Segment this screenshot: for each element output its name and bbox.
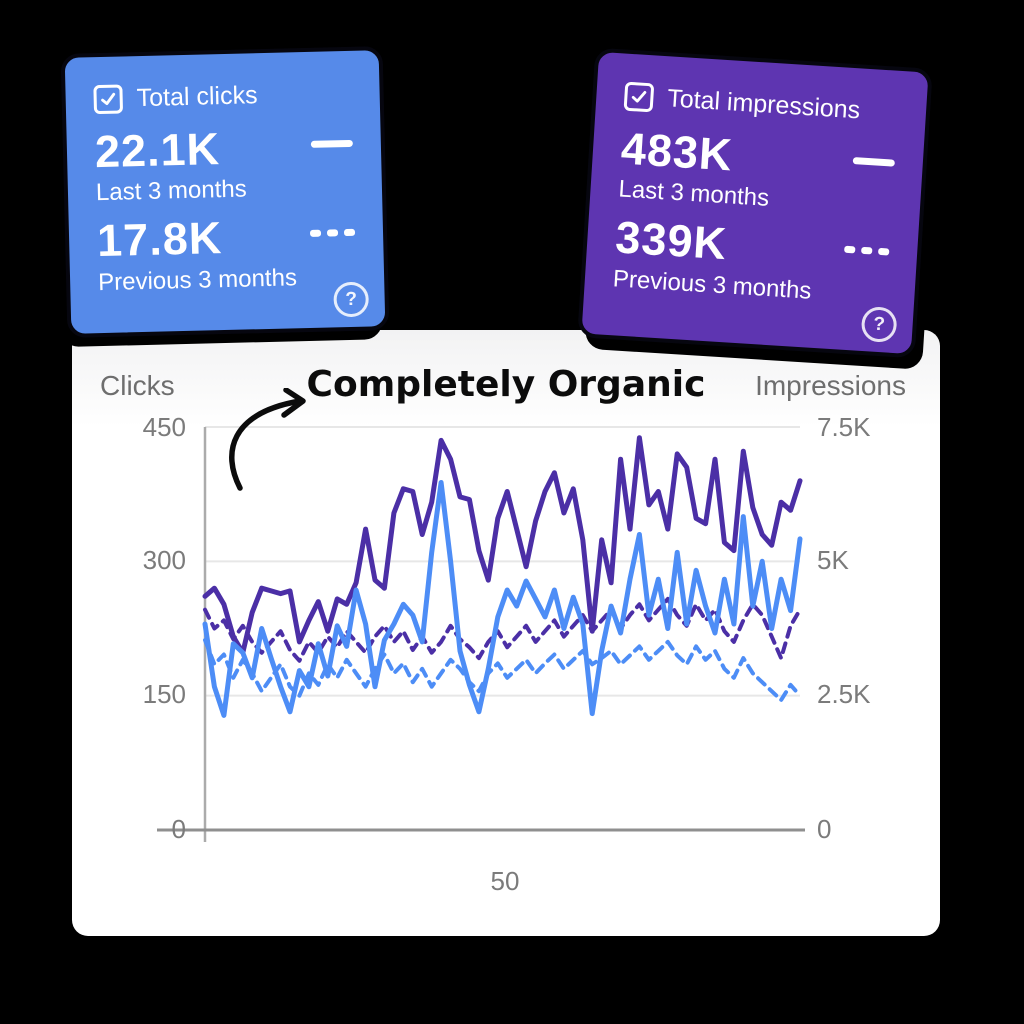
left-tick-450: 450 <box>142 412 186 442</box>
checkbox-icon[interactable] <box>623 81 655 113</box>
clicks-secondary-caption: Previous 3 months <box>97 263 298 296</box>
left-tick-0: 0 <box>171 814 186 844</box>
clicks-primary-value: 22.1K <box>94 123 221 178</box>
chart-panel: Clicks Impressions Completely Organic 45… <box>72 330 940 936</box>
clicks-secondary-value: 17.8K <box>96 212 223 267</box>
right-tick-0: 0 <box>817 814 832 844</box>
help-icon[interactable]: ? <box>860 305 898 344</box>
right-axis-label: Impressions <box>755 370 906 401</box>
right-tick-2500: 2.5K <box>817 679 871 709</box>
dashed-line-icon <box>309 229 356 238</box>
card-title: Total impressions <box>666 84 862 125</box>
solid-line-icon <box>852 157 895 167</box>
clicks-primary-caption: Last 3 months <box>95 175 248 207</box>
dashed-line-icon <box>844 245 890 256</box>
left-tick-300: 300 <box>142 545 186 575</box>
checkbox-icon[interactable] <box>93 84 124 115</box>
clicks-impressions-chart[interactable] <box>72 330 940 936</box>
solid-line-icon <box>310 139 353 148</box>
curved-arrow-icon <box>222 387 317 493</box>
total-impressions-card[interactable]: Total impressions 483K Last 3 months 339… <box>577 47 933 359</box>
total-clicks-card[interactable]: Total clicks 22.1K Last 3 months 17.8K P… <box>60 46 390 338</box>
card-title: Total clicks <box>136 81 258 113</box>
right-tick-5000: 5K <box>817 545 849 575</box>
annotation-title: Completely Organic <box>306 364 706 405</box>
left-axis-label: Clicks <box>100 370 175 401</box>
impressions-primary-caption: Last 3 months <box>617 175 770 213</box>
help-icon[interactable]: ? <box>333 281 370 318</box>
impressions-secondary-value: 339K <box>613 211 729 270</box>
x-axis-tick-50: 50 <box>490 866 520 896</box>
impressions-primary-value: 483K <box>619 122 735 181</box>
right-tick-7500: 7.5K <box>817 412 871 442</box>
left-tick-150: 150 <box>142 679 186 709</box>
